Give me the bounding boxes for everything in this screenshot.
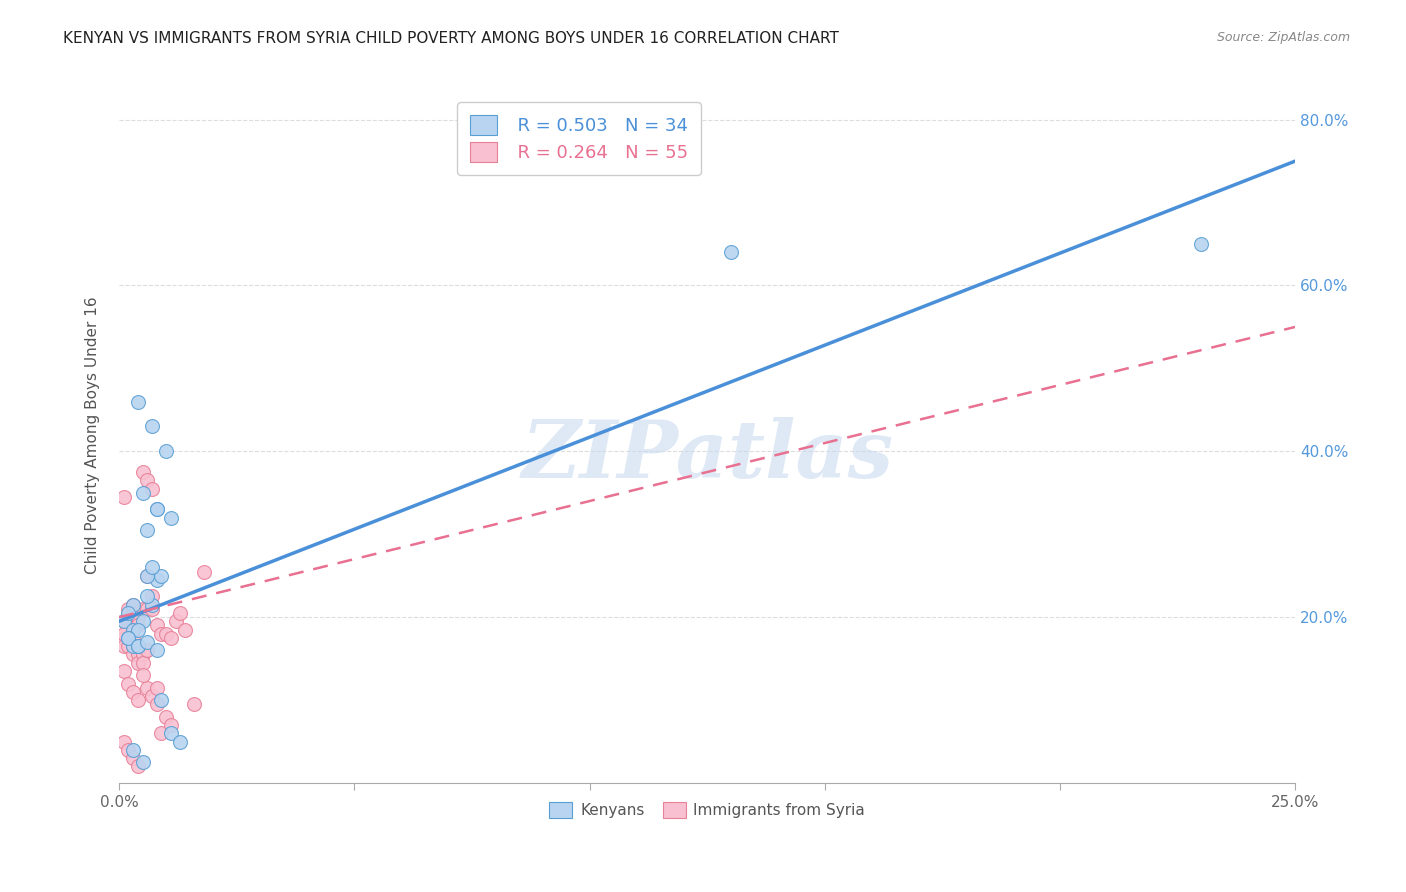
Point — [159, 631, 181, 645]
Point — [112, 615, 135, 629]
Point — [117, 602, 139, 616]
Point — [155, 626, 177, 640]
Point — [112, 490, 135, 504]
Point — [112, 734, 135, 748]
Point — [127, 759, 149, 773]
Point — [141, 419, 163, 434]
Point — [159, 718, 181, 732]
Point — [141, 598, 163, 612]
Point — [117, 623, 139, 637]
Point — [141, 602, 163, 616]
Point — [141, 590, 163, 604]
Point — [122, 598, 145, 612]
Point — [155, 444, 177, 458]
Point — [127, 693, 149, 707]
Point — [127, 394, 149, 409]
Point — [145, 618, 167, 632]
Point — [112, 615, 135, 629]
Point — [136, 473, 159, 487]
Point — [145, 698, 167, 712]
Point — [122, 751, 145, 765]
Point — [165, 615, 187, 629]
Point — [122, 743, 145, 757]
Text: ZIPatlas: ZIPatlas — [522, 417, 893, 494]
Point — [127, 639, 149, 653]
Point — [136, 681, 159, 695]
Point — [159, 726, 181, 740]
Point — [159, 510, 181, 524]
Point — [117, 676, 139, 690]
Point — [183, 698, 205, 712]
Legend: Kenyans, Immigrants from Syria: Kenyans, Immigrants from Syria — [543, 796, 872, 824]
Text: Source: ZipAtlas.com: Source: ZipAtlas.com — [1216, 31, 1350, 45]
Point — [117, 631, 139, 645]
Point — [117, 639, 139, 653]
Point — [127, 648, 149, 662]
Point — [136, 590, 159, 604]
Point — [117, 631, 139, 645]
Point — [131, 756, 153, 770]
Y-axis label: Child Poverty Among Boys Under 16: Child Poverty Among Boys Under 16 — [86, 296, 100, 574]
Point — [122, 685, 145, 699]
Point — [127, 610, 149, 624]
Point — [131, 465, 153, 479]
Point — [127, 618, 149, 632]
Point — [1189, 236, 1212, 251]
Point — [150, 726, 173, 740]
Point — [131, 615, 153, 629]
Point — [122, 648, 145, 662]
Point — [127, 623, 149, 637]
Point — [131, 602, 153, 616]
Point — [131, 485, 153, 500]
Point — [117, 606, 139, 620]
Point — [720, 245, 742, 260]
Point — [117, 631, 139, 645]
Point — [136, 602, 159, 616]
Point — [145, 681, 167, 695]
Point — [193, 565, 215, 579]
Point — [117, 743, 139, 757]
Point — [141, 560, 163, 574]
Point — [169, 606, 191, 620]
Point — [136, 523, 159, 537]
Point — [169, 734, 191, 748]
Point — [112, 626, 135, 640]
Point — [136, 568, 159, 582]
Point — [117, 615, 139, 629]
Point — [145, 573, 167, 587]
Point — [112, 639, 135, 653]
Point — [112, 631, 135, 645]
Point — [127, 656, 149, 670]
Point — [122, 606, 145, 620]
Point — [150, 568, 173, 582]
Point — [122, 639, 145, 653]
Point — [112, 664, 135, 678]
Point — [122, 631, 145, 645]
Point — [136, 635, 159, 649]
Point — [127, 639, 149, 653]
Point — [136, 568, 159, 582]
Point — [136, 643, 159, 657]
Point — [145, 502, 167, 516]
Point — [122, 639, 145, 653]
Point — [131, 648, 153, 662]
Point — [122, 623, 145, 637]
Point — [145, 643, 167, 657]
Point — [150, 693, 173, 707]
Point — [122, 598, 145, 612]
Point — [174, 623, 197, 637]
Point — [150, 626, 173, 640]
Point — [141, 689, 163, 703]
Point — [131, 668, 153, 682]
Point — [155, 709, 177, 723]
Point — [145, 502, 167, 516]
Text: KENYAN VS IMMIGRANTS FROM SYRIA CHILD POVERTY AMONG BOYS UNDER 16 CORRELATION CH: KENYAN VS IMMIGRANTS FROM SYRIA CHILD PO… — [63, 31, 839, 46]
Point — [141, 482, 163, 496]
Point — [131, 656, 153, 670]
